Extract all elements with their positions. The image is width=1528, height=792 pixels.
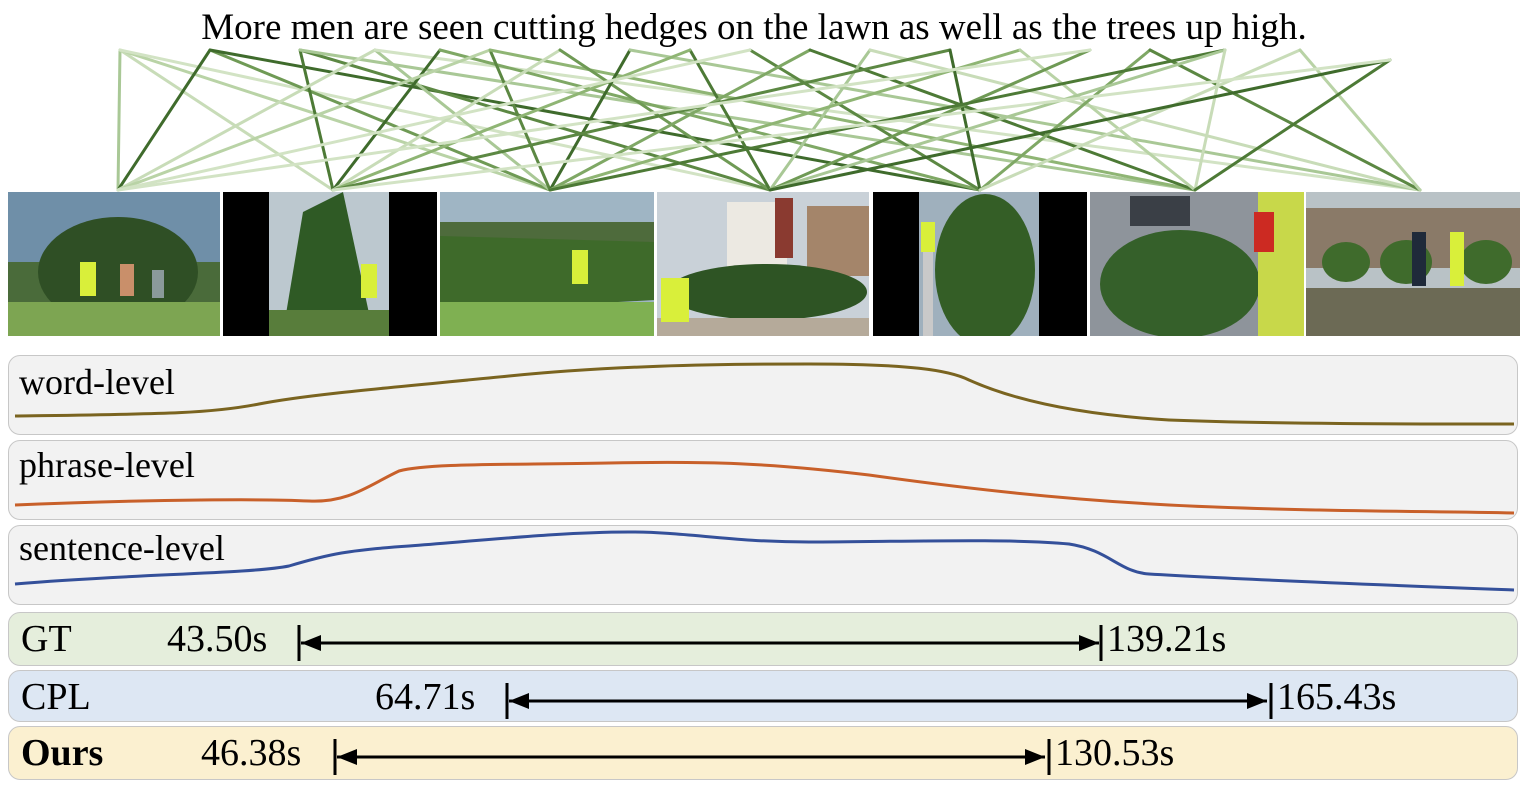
gt-result-panel: GT 43.50s 139.21s [8, 612, 1518, 666]
video-frame-7 [1306, 192, 1520, 336]
ours-start-time: 46.38s [201, 732, 302, 774]
word-level-label: word-level [19, 362, 175, 402]
cpl-result-panel: CPL 64.71s 165.43s [8, 670, 1518, 722]
phrase-level-curve [14, 460, 1515, 515]
video-frame-3 [440, 192, 654, 336]
gt-interval-arrow [297, 625, 1103, 661]
query-sentence: More men are seen cutting hedges on the … [201, 7, 1307, 48]
video-frame-4 [657, 192, 869, 336]
ours-result-panel: Ours 46.38s 130.53s [8, 726, 1518, 780]
sentence-level-panel: sentence-level [8, 525, 1518, 605]
method-label-cpl: CPL [21, 676, 91, 718]
word-level-panel: word-level [8, 355, 1518, 435]
ours-end-time: 130.53s [1055, 732, 1175, 774]
sentence-level-curve [14, 530, 1515, 592]
cpl-interval-arrow [505, 683, 1273, 719]
gt-start-time: 43.50s [167, 618, 268, 660]
video-frame-6 [1090, 192, 1304, 336]
word-frame-links [116, 48, 1422, 192]
phrase-level-panel: phrase-level [8, 440, 1518, 520]
gt-end-time: 139.21s [1107, 618, 1227, 660]
cpl-start-time: 64.71s [375, 676, 476, 718]
ours-interval-arrow [333, 739, 1051, 775]
sentence-level-label: sentence-level [19, 528, 225, 568]
word-level-curve [14, 362, 1515, 426]
method-label-gt: GT [21, 618, 72, 660]
video-frame-2 [223, 192, 437, 336]
video-frame-5 [873, 192, 1087, 336]
phrase-level-label: phrase-level [19, 445, 195, 485]
method-label-ours: Ours [21, 732, 104, 774]
video-frame-1 [8, 192, 220, 336]
cpl-end-time: 165.43s [1277, 676, 1397, 718]
